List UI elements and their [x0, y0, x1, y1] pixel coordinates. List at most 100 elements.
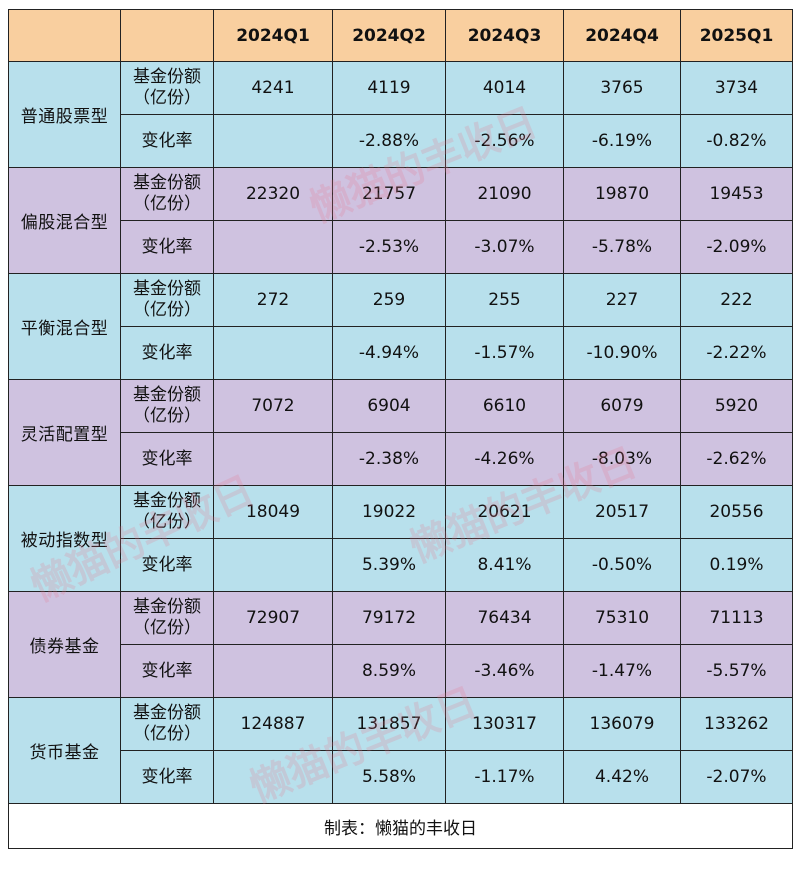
header-col-2025q1: 2025Q1 [680, 9, 793, 62]
share-value: 19870 [563, 167, 681, 221]
share-value: 227 [563, 273, 681, 327]
metric-rate-label: 变化率 [120, 114, 214, 168]
share-value: 131857 [332, 697, 446, 751]
rate-value: -2.38% [332, 432, 446, 486]
rate-value [213, 432, 333, 486]
metric-share-label: 基金份额 （亿份） [120, 167, 214, 221]
share-value: 18049 [213, 485, 333, 539]
category-cell: 货币基金 [8, 697, 121, 804]
header-col-2024q3: 2024Q3 [445, 9, 564, 62]
table-row: 被动指数型 基金份额 （亿份） 18049 19022 20621 20517 2… [8, 485, 793, 592]
share-value: 7072 [213, 379, 333, 433]
share-value: 19022 [332, 485, 446, 539]
table-row: 货币基金 基金份额 （亿份） 124887 131857 130317 13607… [8, 697, 793, 804]
rate-value: 0.19% [680, 538, 793, 592]
rate-value [213, 220, 333, 274]
share-value: 4119 [332, 61, 446, 115]
rate-value: -3.46% [445, 644, 564, 698]
table-row: 变化率 -2.38% -4.26% -8.03% -2.62% [9, 432, 793, 486]
rate-value: -4.26% [445, 432, 564, 486]
share-value: 19453 [680, 167, 793, 221]
share-value: 21757 [332, 167, 446, 221]
table-row: 债券基金 基金份额 （亿份） 72907 79172 76434 75310 71… [8, 591, 793, 698]
share-value: 259 [332, 273, 446, 327]
metric-rate-label: 变化率 [120, 644, 214, 698]
rate-value: -2.88% [332, 114, 446, 168]
rate-value: -8.03% [563, 432, 681, 486]
rate-value: -10.90% [563, 326, 681, 380]
metric-share-label: 基金份额 （亿份） [120, 591, 214, 645]
rate-value: -2.07% [680, 750, 793, 804]
table-row: 变化率 -2.88% -2.56% -6.19% -0.82% [9, 114, 793, 168]
header-empty-cell [8, 9, 121, 62]
header-empty-cell [120, 9, 214, 62]
share-value: 79172 [332, 591, 446, 645]
rate-value: -5.78% [563, 220, 681, 274]
rate-value: -2.22% [680, 326, 793, 380]
header-row: 2024Q1 2024Q2 2024Q3 2024Q4 2025Q1 [8, 9, 793, 62]
share-value: 6079 [563, 379, 681, 433]
rate-value: -3.07% [445, 220, 564, 274]
rate-value: -1.57% [445, 326, 564, 380]
metric-rate-label: 变化率 [120, 750, 214, 804]
category-cell: 债券基金 [8, 591, 121, 698]
category-cell: 被动指数型 [8, 485, 121, 592]
share-value: 20556 [680, 485, 793, 539]
rate-value: -2.53% [332, 220, 446, 274]
share-value: 124887 [213, 697, 333, 751]
rate-value [213, 114, 333, 168]
fund-share-table: 2024Q1 2024Q2 2024Q3 2024Q4 2025Q1 普通股票型… [8, 9, 793, 849]
rate-value: -1.17% [445, 750, 564, 804]
share-value: 71113 [680, 591, 793, 645]
rate-value: 8.59% [332, 644, 446, 698]
table-row: 变化率 5.39% 8.41% -0.50% 0.19% [9, 538, 793, 592]
category-cell: 普通股票型 [8, 61, 121, 168]
share-value: 6904 [332, 379, 446, 433]
share-value: 75310 [563, 591, 681, 645]
rate-value [213, 326, 333, 380]
share-value: 3765 [563, 61, 681, 115]
rate-value [213, 538, 333, 592]
rate-value: 5.58% [332, 750, 446, 804]
rate-value [213, 644, 333, 698]
footer-row: 制表：懒猫的丰收日 [8, 803, 793, 849]
metric-rate-label: 变化率 [120, 326, 214, 380]
rate-value: 4.42% [563, 750, 681, 804]
metric-share-label: 基金份额 （亿份） [120, 61, 214, 115]
share-value: 133262 [680, 697, 793, 751]
share-value: 3734 [680, 61, 793, 115]
rate-value: -1.47% [563, 644, 681, 698]
share-value: 5920 [680, 379, 793, 433]
share-value: 6610 [445, 379, 564, 433]
rate-value: -2.56% [445, 114, 564, 168]
table-row: 变化率 -4.94% -1.57% -10.90% -2.22% [9, 326, 793, 380]
share-value: 21090 [445, 167, 564, 221]
share-value: 4014 [445, 61, 564, 115]
rate-value [213, 750, 333, 804]
metric-share-label: 基金份额 （亿份） [120, 273, 214, 327]
rate-value: -2.09% [680, 220, 793, 274]
share-value: 20621 [445, 485, 564, 539]
rate-value: -0.50% [563, 538, 681, 592]
share-value: 130317 [445, 697, 564, 751]
metric-share-label: 基金份额 （亿份） [120, 485, 214, 539]
table-row: 普通股票型 基金份额 （亿份） 4241 4119 4014 3765 3734 [8, 61, 793, 168]
table-row: 变化率 5.58% -1.17% 4.42% -2.07% [9, 750, 793, 804]
table-row: 平衡混合型 基金份额 （亿份） 272 259 255 227 222 [8, 273, 793, 380]
share-value: 72907 [213, 591, 333, 645]
metric-rate-label: 变化率 [120, 538, 214, 592]
category-cell: 灵活配置型 [8, 379, 121, 486]
table-row: 灵活配置型 基金份额 （亿份） 7072 6904 6610 6079 5920 [8, 379, 793, 486]
header-col-2024q2: 2024Q2 [332, 9, 446, 62]
metric-share-label: 基金份额 （亿份） [120, 379, 214, 433]
table-row: 变化率 -2.53% -3.07% -5.78% -2.09% [9, 220, 793, 274]
category-cell: 偏股混合型 [8, 167, 121, 274]
share-value: 4241 [213, 61, 333, 115]
share-value: 255 [445, 273, 564, 327]
table-footer-credit: 制表：懒猫的丰收日 [8, 803, 793, 849]
rate-value: -6.19% [563, 114, 681, 168]
table-row: 变化率 8.59% -3.46% -1.47% -5.57% [9, 644, 793, 698]
share-value: 22320 [213, 167, 333, 221]
share-value: 136079 [563, 697, 681, 751]
